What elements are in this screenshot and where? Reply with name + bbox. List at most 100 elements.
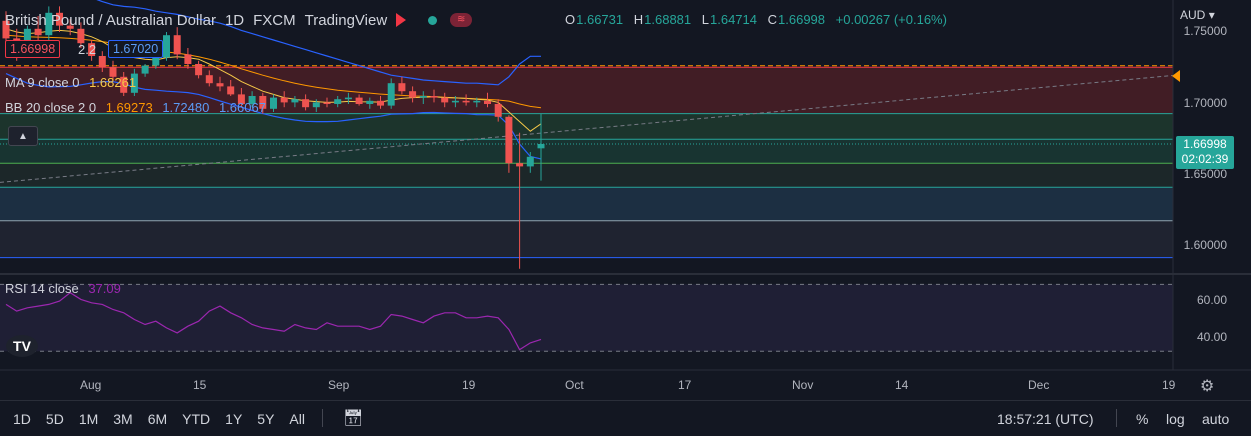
candle-body — [526, 156, 534, 167]
position-right-price[interactable]: 1.67020 — [108, 40, 164, 58]
candle-body — [355, 97, 363, 104]
gear-icon[interactable]: ⚙ — [1200, 378, 1215, 395]
candle-body — [45, 12, 53, 36]
toolbar-divider — [1116, 409, 1117, 427]
candle-body — [484, 100, 491, 104]
bb-upper-value: 1.72480 — [162, 100, 210, 115]
candle-body — [152, 57, 160, 66]
high-label: H — [633, 12, 644, 27]
symbol-name[interactable]: British Pound / Australian Dollar — [5, 11, 216, 29]
candle-body — [312, 102, 320, 108]
candle-body — [141, 65, 149, 74]
close-value: 1.66998 — [778, 12, 826, 27]
fib-zone — [0, 139, 1173, 164]
candle-body — [163, 35, 170, 58]
candle-body — [173, 35, 181, 55]
timeframe-3m[interactable]: 3M — [113, 410, 133, 427]
candle-body — [195, 64, 203, 76]
bb-label: BB 20 close 2 0 — [5, 100, 97, 115]
timeframe-5d[interactable]: 5D — [45, 410, 64, 427]
log-toggle[interactable]: log — [1166, 410, 1185, 427]
candle-body — [291, 99, 299, 103]
position-left-price[interactable]: 1.66998 — [5, 40, 61, 58]
trend-line — [0, 74, 1177, 183]
open-label: O — [565, 12, 576, 27]
flag-icon[interactable] — [396, 13, 407, 27]
toolbar-divider — [322, 409, 323, 427]
symbol-header[interactable]: British Pound / Australian Dollar 1D FXC… — [5, 10, 490, 30]
candle-body — [56, 12, 63, 26]
alert-marker-icon[interactable] — [1172, 70, 1180, 82]
candle-body — [387, 83, 395, 106]
time-tick: 19 — [1162, 378, 1176, 392]
fib-zone — [0, 187, 1173, 221]
candle-body — [430, 96, 438, 98]
bb-lower-value: 1.66067 — [218, 100, 266, 115]
bb-lower-line — [5, 73, 542, 160]
candle-body — [344, 97, 352, 100]
timeframe-6m[interactable]: 6M — [147, 410, 168, 427]
fib-zone — [0, 113, 1173, 140]
last-price-label: 1.66998 02:02:39 — [1176, 136, 1234, 169]
market-status-toggle[interactable]: ≋ — [428, 13, 481, 27]
price-tick: 1.70000 — [1183, 96, 1227, 110]
fib-zone — [0, 220, 1173, 258]
price-tick: 1.75000 — [1183, 24, 1227, 38]
utc-clock[interactable]: 18:57:21 (UTC) — [997, 410, 1094, 427]
ma-value: 1.68261 — [89, 75, 137, 90]
candle-body — [98, 56, 106, 68]
fib-zone — [0, 163, 1173, 188]
tradingview-logo[interactable]: TV — [6, 335, 38, 357]
time-tick: 17 — [678, 378, 692, 392]
price-tick: 1.60000 — [1183, 238, 1227, 252]
price-tick: 1.65000 — [1183, 167, 1227, 181]
chevron-down-icon: ▾ — [1208, 8, 1215, 22]
timeframe-1m[interactable]: 1M — [78, 410, 99, 427]
time-tick: Sep — [328, 378, 350, 392]
calendar-icon[interactable]: 📅︎ — [343, 410, 364, 427]
close-label: C — [767, 12, 778, 27]
low-label: L — [701, 12, 709, 27]
market-open-icon — [428, 15, 438, 25]
candle-body — [259, 96, 267, 109]
open-value: 1.66731 — [576, 12, 624, 27]
bb-legend[interactable]: BB 20 close 2 0 1.69273 1.72480 1.66067 — [5, 100, 272, 115]
last-price-value: 1.66998 — [1183, 137, 1227, 151]
rsi-band — [0, 284, 1173, 352]
timeframe-all[interactable]: All — [289, 410, 305, 427]
high-value: 1.68881 — [644, 12, 692, 27]
candle-body — [227, 86, 235, 95]
candle-body — [516, 163, 524, 167]
source-label: TradingView — [304, 11, 388, 29]
candle-body — [2, 20, 10, 39]
timeframe-1y[interactable]: 1Y — [225, 410, 243, 427]
timeframe-5y[interactable]: 5Y — [257, 410, 275, 427]
percent-toggle[interactable]: % — [1136, 410, 1149, 427]
rsi-tick: 40.00 — [1196, 330, 1227, 344]
bar-countdown: 02:02:39 — [1181, 152, 1229, 166]
ohlc-legend: O1.66731 H1.68881 L1.64714 C1.66998 +0.0… — [565, 12, 954, 27]
rsi-value: 37.09 — [88, 281, 121, 296]
position-step: 2.2 — [78, 42, 97, 57]
timeframe-1d[interactable]: 1D — [13, 410, 31, 427]
time-tick: Aug — [80, 378, 102, 392]
candle-body — [66, 25, 74, 29]
auto-toggle[interactable]: auto — [1202, 410, 1230, 427]
candle-body — [88, 43, 96, 56]
candle-body — [441, 97, 449, 103]
rsi-line — [5, 291, 542, 351]
candle-body — [248, 96, 256, 104]
rsi-legend[interactable]: RSI 14 close 37.09 — [5, 281, 127, 296]
rsi-label: RSI 14 close — [5, 281, 79, 296]
candle-body — [537, 144, 545, 149]
collapse-legend-button[interactable]: ▲ — [8, 126, 38, 146]
interval-label[interactable]: 1D — [224, 11, 245, 29]
candle-body — [409, 91, 417, 98]
chart-canvas[interactable] — [0, 0, 1251, 400]
timeframe-ytd[interactable]: YTD — [182, 410, 211, 427]
candle-body — [280, 97, 288, 103]
ma-legend[interactable]: MA 9 close 0 1.68261 — [5, 75, 142, 90]
currency-selector[interactable]: AUD ▾ — [1180, 8, 1215, 22]
time-tick: Nov — [792, 378, 814, 392]
ma-label: MA 9 close 0 — [5, 75, 80, 90]
